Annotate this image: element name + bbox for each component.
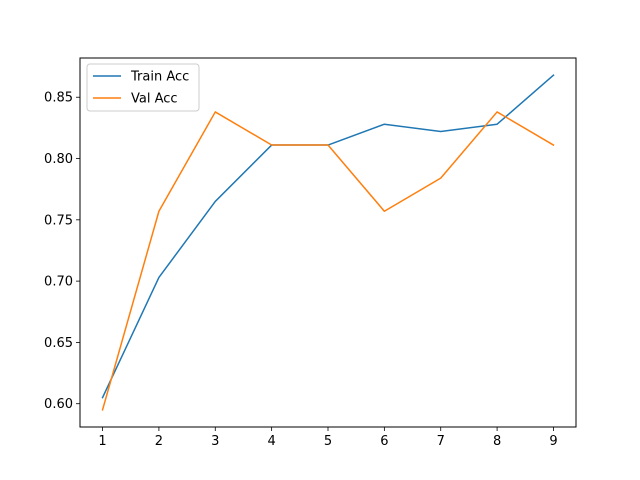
legend-label-1: Val Acc	[131, 92, 178, 107]
y-tick-label: 0.70	[44, 275, 73, 290]
y-tick-label: 0.60	[44, 397, 73, 412]
y-axis: 0.60 0.65 0.70 0.75 0.80 0.85	[44, 91, 80, 412]
x-tick-label: 3	[211, 434, 219, 449]
x-tick-label: 5	[324, 434, 332, 449]
legend: Train Acc Val Acc	[86, 63, 200, 112]
plot-area	[80, 58, 576, 427]
x-tick-label: 6	[380, 434, 388, 449]
series-layer	[101, 74, 555, 411]
y-tick-label: 0.85	[44, 91, 73, 106]
x-tick-label: 7	[437, 434, 445, 449]
series-line-1	[101, 111, 555, 411]
y-tick-label: 0.65	[44, 336, 73, 351]
legend-label-0: Train Acc	[130, 70, 189, 85]
y-tick-label: 0.80	[44, 152, 73, 167]
x-tick-label: 9	[549, 434, 557, 449]
x-axis: 1 2 3 4 5 6 7 8 9	[98, 427, 558, 449]
x-tick-label: 2	[155, 434, 163, 449]
y-tick-label: 0.75	[44, 213, 73, 228]
x-tick-label: 8	[493, 434, 501, 449]
x-tick-label: 1	[98, 434, 106, 449]
x-tick-label: 4	[267, 434, 275, 449]
plot-frame	[79, 57, 577, 428]
